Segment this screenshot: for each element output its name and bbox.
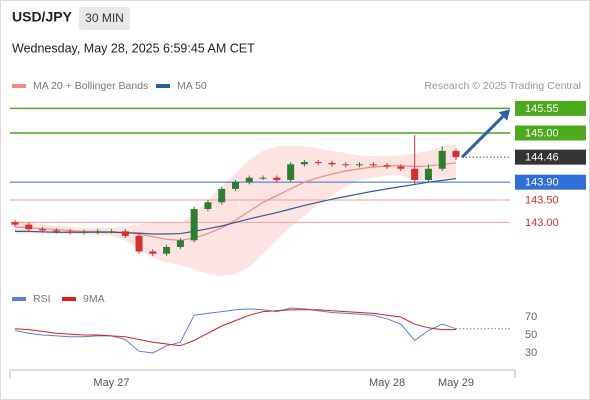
legend-label: MA 20 + Bollinger Bands — [33, 80, 148, 92]
candle-body — [107, 231, 115, 233]
candle-body — [66, 231, 74, 233]
level-box — [515, 100, 586, 116]
level-label: 143.50 — [525, 194, 559, 206]
x-tick-label: May 27 — [93, 377, 129, 389]
candle-body — [452, 150, 460, 158]
level-label: 145.55 — [525, 103, 559, 115]
forecast-arrow — [460, 115, 504, 159]
candle-body — [424, 168, 432, 180]
candle-body — [397, 166, 405, 169]
x-tick-label: May 28 — [369, 377, 405, 389]
candle-body — [438, 150, 446, 169]
y-tick-label: 70 — [525, 311, 537, 323]
candle-body — [356, 164, 364, 166]
level-label: 145.00 — [525, 127, 559, 139]
candle-body — [25, 224, 33, 230]
candle-body — [80, 231, 88, 233]
legend-swatch — [12, 84, 26, 88]
candle-body — [369, 164, 377, 166]
candle-body — [149, 251, 157, 254]
candle-body — [245, 177, 253, 183]
candle-body — [176, 240, 184, 247]
level-label: 143.90 — [525, 177, 559, 189]
source: Research © 2025 Trading Central — [424, 80, 581, 92]
legend-swatch — [62, 297, 76, 301]
candle-body — [232, 182, 239, 189]
candle-body — [52, 230, 60, 232]
legend-swatch — [12, 297, 26, 301]
legend-label: RSI — [33, 293, 51, 305]
legend-label: 9MA — [83, 293, 105, 305]
indicator-line — [14, 309, 456, 347]
y-tick-label: 30 — [525, 347, 537, 359]
x-tick-label: May 29 — [438, 377, 474, 389]
y-tick-label: 50 — [525, 329, 537, 341]
indicator-line — [14, 307, 457, 354]
candle-body — [259, 177, 267, 179]
candle-body — [135, 235, 143, 252]
candle-body — [218, 188, 226, 203]
legend-swatch — [156, 84, 170, 88]
candle-body — [411, 168, 419, 180]
candle-body — [204, 202, 212, 209]
timeframe: 30 MIN — [85, 11, 124, 25]
timeframe-box — [79, 7, 130, 30]
level-box — [515, 149, 586, 165]
candle-body — [328, 162, 336, 165]
level-box — [515, 125, 586, 141]
candle-body — [287, 164, 295, 180]
bollinger-band — [15, 144, 456, 277]
forecast-arrowhead — [498, 109, 510, 121]
level-label: 144.46 — [525, 152, 559, 164]
candle-body — [383, 165, 391, 167]
candle-body — [190, 209, 198, 241]
candle-body — [11, 222, 19, 225]
ma-line — [14, 162, 457, 241]
level-label: 143.00 — [525, 217, 559, 229]
legend-label: MA 50 — [177, 80, 207, 92]
candle-body — [342, 164, 350, 166]
ma-line — [15, 178, 457, 235]
candle-body — [94, 231, 102, 233]
candle-body — [314, 162, 322, 164]
candle-body — [121, 231, 129, 236]
candle-body — [163, 247, 171, 254]
level-box — [515, 174, 586, 190]
candle-body — [273, 177, 281, 180]
symbol: USD/JPY — [12, 9, 73, 25]
candle-body — [300, 162, 308, 165]
candle-body — [39, 229, 47, 231]
timestamp: Wednesday, May 28, 2025 6:59:45 AM CET — [12, 41, 255, 55]
